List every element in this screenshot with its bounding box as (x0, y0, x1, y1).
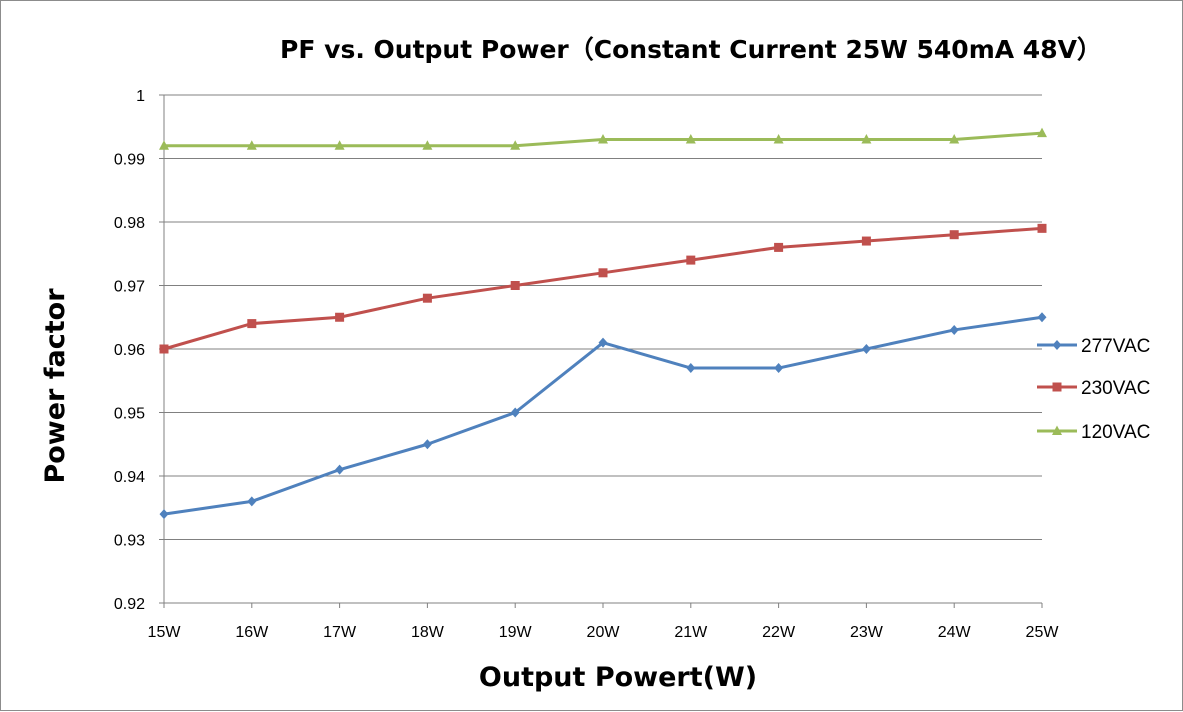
data-point (774, 242, 784, 252)
legend-label: 120VAC (1081, 422, 1150, 443)
data-point (247, 496, 257, 507)
x-tick-label: 15W (148, 624, 182, 641)
y-tick-label: 0.95 (114, 406, 145, 423)
data-point (861, 344, 871, 354)
y-tick-labels: 0.92 0.93 0.94 0.95 0.96 0.97 0.98 0.99 1 (114, 88, 145, 613)
y-tick-label: 0.99 (114, 152, 145, 169)
data-point (159, 140, 169, 150)
data-point (598, 337, 608, 348)
data-point (1037, 223, 1047, 233)
data-point (598, 133, 608, 144)
legend-swatch-marker (1052, 382, 1062, 392)
x-tick-label: 17W (323, 624, 357, 641)
data-point (685, 133, 696, 144)
x-tick-label: 19W (499, 624, 533, 641)
data-point (335, 312, 345, 322)
series-277VAC (159, 312, 1047, 520)
legend-swatch-marker (1052, 340, 1062, 350)
series-layer (159, 127, 1047, 520)
legend-swatch-marker (1052, 425, 1062, 435)
data-point (686, 255, 696, 265)
y-tick-label: 0.98 (114, 215, 145, 232)
data-point (949, 324, 959, 335)
data-point (510, 407, 520, 418)
legend-item-120VAC: 120VAC (1037, 422, 1150, 443)
data-point (686, 363, 696, 374)
data-point (510, 140, 521, 150)
legend-item-230VAC: 230VAC (1037, 378, 1150, 399)
data-point (159, 509, 169, 520)
y-tick-label: 0.97 (114, 279, 145, 296)
data-point (861, 236, 871, 246)
y-tick-label: 0.93 (114, 533, 145, 550)
legend-item-277VAC: 277VAC (1037, 336, 1150, 357)
data-point (422, 293, 432, 303)
x-tick-label: 20W (587, 624, 621, 641)
data-point (774, 363, 784, 374)
data-point (949, 230, 959, 240)
series-230VAC (159, 223, 1047, 354)
data-point (949, 133, 960, 144)
x-tick-label: 24W (938, 624, 972, 641)
legend: 277VAC 230VAC 120VAC (1037, 336, 1150, 443)
x-tick-label: 18W (411, 624, 445, 641)
series-120VAC (159, 127, 1047, 150)
x-tick-labels: 15W 16W 17W 18W 19W 20W 21W 22W 23W 24W 25W (148, 624, 1060, 641)
data-point (1037, 127, 1047, 138)
data-point (334, 140, 345, 150)
data-point (1037, 312, 1047, 323)
data-point (335, 464, 345, 475)
data-point (773, 133, 784, 144)
legend-label: 277VAC (1081, 336, 1150, 357)
y-axis-title: Power factor (40, 288, 71, 484)
x-tick-label: 22W (762, 624, 796, 641)
y-tick-label: 0.96 (114, 342, 145, 359)
y-tick-label: 1 (136, 88, 145, 105)
data-point (598, 268, 608, 278)
x-tick-label: 16W (235, 624, 269, 641)
data-point (861, 133, 872, 144)
chart-title: PF vs. Output Power（Constant Current 25W… (280, 35, 1102, 64)
x-tick-label: 21W (674, 624, 708, 641)
series-line (163, 226, 1043, 351)
data-point (246, 140, 257, 150)
x-axis-title: Output Powert(W) (479, 662, 757, 693)
x-tick-label: 25W (1026, 624, 1060, 641)
y-tick-label: 0.94 (114, 469, 145, 486)
data-point (247, 319, 257, 329)
data-point (422, 140, 433, 150)
data-point (159, 344, 169, 354)
x-tick-label: 23W (850, 624, 884, 641)
data-point (510, 281, 520, 290)
legend-label: 230VAC (1081, 378, 1150, 399)
y-tick-label: 0.92 (114, 596, 145, 613)
data-point (422, 439, 432, 450)
grid-lines (159, 94, 1043, 608)
